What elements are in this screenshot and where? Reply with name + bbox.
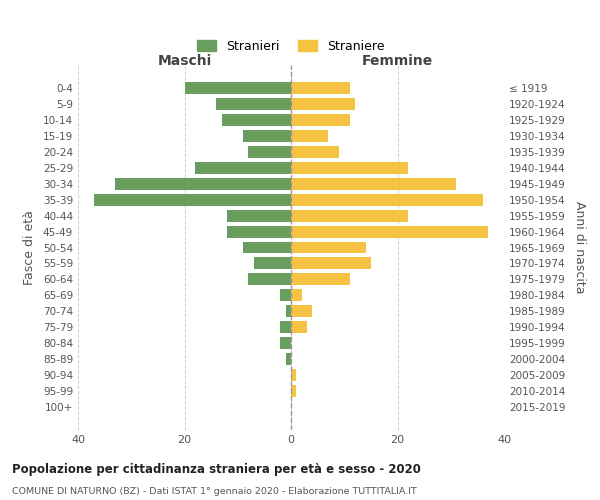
Bar <box>280 322 291 334</box>
Bar <box>243 242 291 254</box>
Y-axis label: Anni di nascita: Anni di nascita <box>574 201 586 294</box>
Bar <box>248 146 291 158</box>
Bar <box>280 290 291 302</box>
Bar <box>291 114 350 126</box>
Bar <box>243 130 291 141</box>
Bar <box>291 210 408 222</box>
Bar <box>248 274 291 285</box>
Bar <box>291 306 313 318</box>
Bar <box>286 354 291 366</box>
Bar <box>291 258 371 270</box>
Bar <box>291 194 483 205</box>
Bar <box>291 98 355 110</box>
Bar <box>291 290 302 302</box>
Y-axis label: Fasce di età: Fasce di età <box>23 210 36 285</box>
Bar <box>254 258 291 270</box>
Bar <box>291 322 307 334</box>
Bar <box>291 82 350 94</box>
Legend: Stranieri, Straniere: Stranieri, Straniere <box>193 34 389 58</box>
Text: COMUNE DI NATURNO (BZ) - Dati ISTAT 1° gennaio 2020 - Elaborazione TUTTITALIA.IT: COMUNE DI NATURNO (BZ) - Dati ISTAT 1° g… <box>12 488 417 496</box>
Text: Femmine: Femmine <box>362 54 433 68</box>
Bar <box>227 226 291 237</box>
Bar <box>291 242 365 254</box>
Text: Popolazione per cittadinanza straniera per età e sesso - 2020: Popolazione per cittadinanza straniera p… <box>12 462 421 475</box>
Bar <box>286 306 291 318</box>
Bar <box>227 210 291 222</box>
Bar <box>291 370 296 382</box>
Bar <box>291 178 456 190</box>
Text: Maschi: Maschi <box>157 54 212 68</box>
Bar <box>291 226 488 237</box>
Bar <box>291 130 328 141</box>
Bar <box>280 338 291 349</box>
Bar <box>291 162 408 173</box>
Bar <box>291 386 296 398</box>
Bar <box>222 114 291 126</box>
Bar <box>185 82 291 94</box>
Bar <box>94 194 291 205</box>
Bar <box>291 274 350 285</box>
Bar <box>195 162 291 173</box>
Bar <box>291 146 339 158</box>
Bar <box>115 178 291 190</box>
Bar <box>217 98 291 110</box>
